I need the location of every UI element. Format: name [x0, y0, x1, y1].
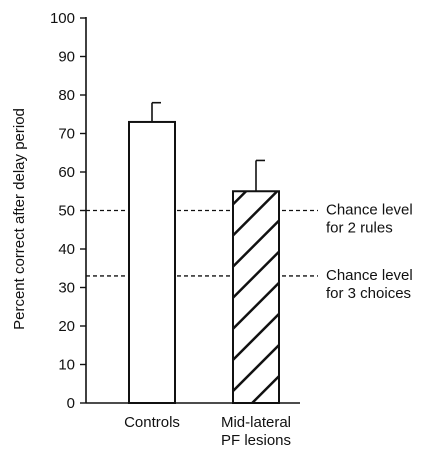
reference-line-label-1-line-1: Chance level: [326, 202, 413, 219]
reference-line-label-1: Chance level for 2 rules: [326, 202, 413, 237]
y-axis-title: Percent correct after delay period: [11, 108, 28, 330]
y-tick-label-50: 50: [58, 203, 75, 220]
y-tick-label-70: 70: [58, 126, 75, 143]
category-label-2-line-2: PF lesions: [221, 432, 291, 449]
reference-line-label-2: Chance level for 3 choices: [326, 267, 413, 302]
y-tick-label-0: 0: [67, 395, 75, 412]
bar-1: [128, 120, 176, 404]
y-tick-label-40: 40: [58, 241, 75, 258]
y-axis: 0 10 20 30 40 50 60 70 80 90 100: [50, 10, 300, 412]
category-label-1-line-1: Controls: [124, 414, 180, 431]
y-tick-label-100: 100: [50, 10, 75, 27]
reference-line-label-2-line-2: for 3 choices: [326, 285, 411, 302]
y-tick-label-60: 60: [58, 164, 75, 181]
y-tick-label-10: 10: [58, 357, 75, 374]
reference-line-label-2-line-1: Chance level: [326, 267, 413, 284]
reference-line-label-1-line-2: for 2 rules: [326, 220, 393, 237]
category-label-2: Mid-lateral PF lesions: [221, 414, 291, 449]
y-tick-label-20: 20: [58, 318, 75, 335]
y-tick-label-30: 30: [58, 280, 75, 297]
y-tick-label-90: 90: [58, 49, 75, 66]
category-label-1: Controls: [124, 414, 180, 431]
bars-layer: Controls Mid-lateral PF lesions: [124, 101, 291, 449]
category-label-2-line-1: Mid-lateral: [221, 414, 291, 431]
bar-2: [232, 190, 280, 404]
y-tick-label-80: 80: [58, 87, 75, 104]
